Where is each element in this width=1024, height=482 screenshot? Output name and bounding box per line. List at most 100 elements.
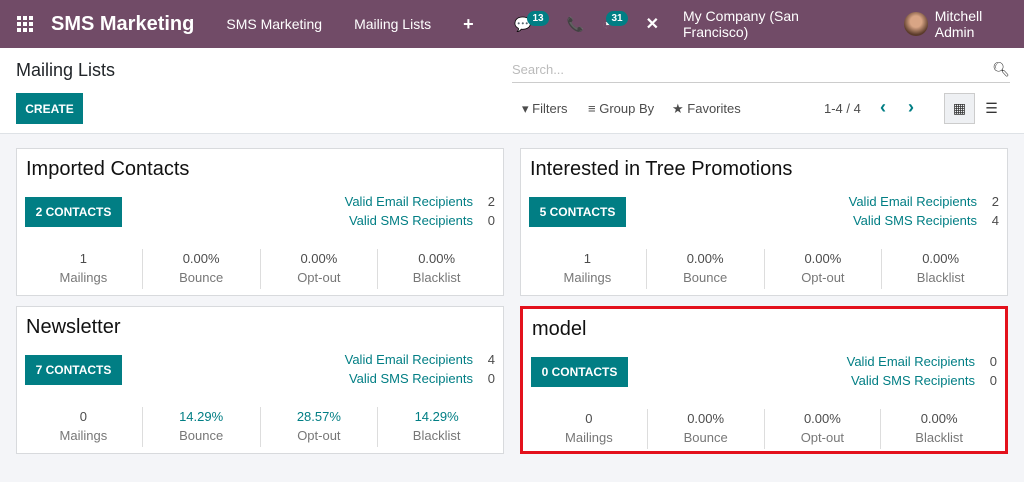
stat-mailings[interactable]: 1 Mailings: [25, 249, 142, 289]
email-label: Valid Email Recipients: [848, 194, 977, 209]
favorites-button[interactable]: ★ Favorites: [672, 101, 741, 116]
mailing-list-card[interactable]: Imported Contacts 2 CONTACTS Valid Email…: [16, 148, 504, 296]
stat-blacklist[interactable]: 14.29% Blacklist: [377, 407, 495, 447]
stat-mailings[interactable]: 0 Mailings: [25, 407, 142, 447]
stat-bounce[interactable]: 0.00% Bounce: [646, 409, 764, 449]
email-recipients[interactable]: Valid Email Recipients 2: [849, 194, 999, 209]
page-title: Mailing Lists: [16, 60, 116, 80]
stat-value: 1: [583, 251, 591, 266]
group-by-label: Group By: [599, 101, 655, 116]
sms-label: Valid SMS Recipients: [850, 373, 975, 388]
contacts-button[interactable]: 0 CONTACTS: [531, 357, 628, 387]
mailing-list-card[interactable]: Newsletter 7 CONTACTS Valid Email Recipi…: [16, 306, 504, 454]
top-navbar: SMS Marketing SMS Marketing Mailing List…: [0, 0, 1024, 48]
kanban-view-icon[interactable]: ▦: [944, 93, 975, 124]
email-label: Valid Email Recipients: [344, 194, 473, 209]
stat-blacklist[interactable]: 0.00% Blacklist: [881, 249, 999, 289]
filters-label: Filters: [532, 101, 568, 116]
search-icon[interactable]: 🔍︎: [992, 60, 1010, 77]
sms-label: Valid SMS Recipients: [348, 371, 473, 386]
email-count: 2: [991, 194, 999, 209]
sms-label: Valid SMS Recipients: [348, 213, 473, 228]
phone-icon[interactable]: 📞: [566, 15, 584, 32]
stat-label: Bounce: [683, 430, 728, 445]
menu-sms-marketing[interactable]: SMS Marketing: [226, 16, 323, 32]
stat-label: Opt-out: [297, 270, 341, 285]
card-title: Imported Contacts: [26, 158, 190, 180]
stat-label: Bounce: [683, 270, 728, 285]
stat-value: 0.00%: [922, 251, 960, 266]
sms-recipients[interactable]: Valid SMS Recipients 4: [853, 213, 999, 228]
mailing-list-card[interactable]: model 0 CONTACTS Valid Email Recipients 0…: [520, 306, 1008, 454]
stat-label: Blacklist: [412, 270, 461, 285]
sms-recipients[interactable]: Valid SMS Recipients 0: [349, 213, 495, 228]
stat-optout[interactable]: 0.00% Opt-out: [259, 249, 378, 289]
create-button[interactable]: CREATE: [16, 93, 83, 124]
email-recipients[interactable]: Valid Email Recipients 0: [847, 354, 997, 369]
pager-next-icon[interactable]: ›: [908, 97, 914, 117]
stat-label: Opt-out: [297, 428, 341, 443]
add-menu-icon[interactable]: +: [463, 13, 474, 34]
stat-label: Blacklist: [915, 430, 963, 445]
messages-icon[interactable]: 💬: [514, 15, 532, 32]
activity-icon[interactable]: ◔: [602, 16, 611, 32]
pager-value[interactable]: 1-4 / 4: [824, 101, 861, 116]
stat-label: Bounce: [179, 270, 224, 285]
avatar[interactable]: [904, 12, 928, 36]
stat-bounce[interactable]: 0.00% Bounce: [645, 249, 764, 289]
contacts-button[interactable]: 5 CONTACTS: [529, 197, 626, 227]
stat-value: 0.00%: [418, 251, 456, 266]
stat-value: 0.00%: [182, 251, 220, 266]
group-by-button[interactable]: ≡ Group By: [588, 101, 655, 116]
stat-value: 0.00%: [803, 411, 841, 426]
email-count: 4: [487, 352, 495, 367]
sms-recipients[interactable]: Valid SMS Recipients 0: [851, 373, 997, 388]
sms-count: 4: [991, 213, 999, 228]
card-title: Newsletter: [26, 316, 121, 338]
search-input[interactable]: Search... 🔍︎: [512, 56, 1010, 83]
stat-label: Mailings: [565, 430, 613, 445]
contacts-button[interactable]: 2 CONTACTS: [25, 197, 122, 227]
contacts-button[interactable]: 7 CONTACTS: [25, 355, 122, 385]
sms-recipients[interactable]: Valid SMS Recipients 0: [349, 371, 495, 386]
email-count: 0: [989, 354, 997, 369]
user-menu[interactable]: Mitchell Admin: [934, 8, 983, 40]
app-brand[interactable]: SMS Marketing: [51, 12, 195, 35]
menu-mailing-lists[interactable]: Mailing Lists: [354, 16, 432, 32]
stat-bounce[interactable]: 14.29% Bounce: [141, 407, 260, 447]
stat-mailings[interactable]: 1 Mailings: [529, 249, 646, 289]
stat-label: Opt-out: [800, 430, 845, 445]
stat-value: 0.00%: [687, 411, 725, 426]
stat-mailings[interactable]: 0 Mailings: [531, 409, 647, 449]
stat-label: Blacklist: [412, 428, 461, 443]
sms-count: 0: [989, 373, 997, 388]
stat-blacklist[interactable]: 0.00% Blacklist: [880, 409, 997, 449]
stat-optout[interactable]: 28.57% Opt-out: [259, 407, 378, 447]
stat-blacklist[interactable]: 0.00% Blacklist: [377, 249, 495, 289]
stat-value: 0: [79, 409, 87, 424]
stat-optout[interactable]: 0.00% Opt-out: [763, 249, 882, 289]
card-title: Interested in Tree Promotions: [530, 158, 793, 180]
stat-value: 0.00%: [686, 251, 724, 266]
stat-value: 28.57%: [296, 409, 341, 424]
card-title: model: [532, 318, 587, 340]
debug-tools-icon[interactable]: ✕: [645, 16, 659, 33]
email-recipients[interactable]: Valid Email Recipients 2: [345, 194, 495, 209]
apps-menu-icon[interactable]: [17, 16, 33, 32]
stat-value: 0: [585, 411, 593, 426]
email-count: 2: [487, 194, 495, 209]
email-recipients[interactable]: Valid Email Recipients 4: [345, 352, 495, 367]
filters-button[interactable]: ▾ Filters: [522, 101, 568, 116]
stat-value: 0.00%: [804, 251, 842, 266]
stat-bounce[interactable]: 0.00% Bounce: [141, 249, 260, 289]
stat-label: Bounce: [179, 428, 224, 443]
pager-previous-icon[interactable]: ‹: [880, 97, 886, 117]
list-view-icon[interactable]: ☰: [985, 100, 998, 116]
activity-badge: 31: [606, 10, 628, 26]
stat-optout[interactable]: 0.00% Opt-out: [763, 409, 881, 449]
company-switcher[interactable]: My Company (San Francisco): [683, 8, 799, 40]
sms-count: 0: [487, 213, 495, 228]
stat-value: 1: [79, 251, 87, 266]
mailing-list-card[interactable]: Interested in Tree Promotions 5 CONTACTS…: [520, 148, 1008, 296]
search-placeholder: Search...: [512, 61, 565, 77]
